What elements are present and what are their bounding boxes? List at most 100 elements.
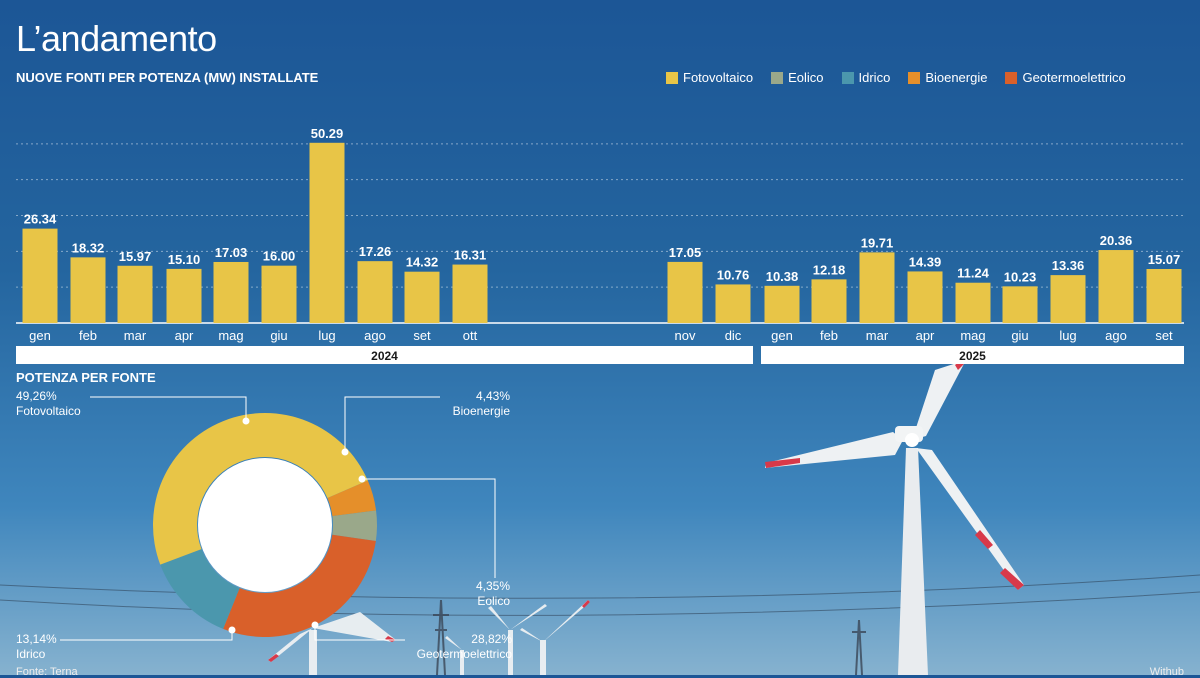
- bar-value-label: 13.36: [1052, 258, 1085, 273]
- pie-label-name: Bioenergie: [452, 404, 510, 418]
- legend-swatch: [666, 71, 678, 84]
- month-tick-label: mag: [960, 328, 985, 343]
- bar-2025-lug: [1050, 275, 1086, 323]
- month-tick-label: mag: [218, 328, 243, 343]
- month-tick-label: set: [413, 328, 431, 343]
- pie-leader-dot: [311, 621, 319, 629]
- month-tick-label: giu: [270, 328, 287, 343]
- pie-slice-eolico: [332, 510, 377, 541]
- legend-item-fotovoltaico: Fotovoltaico: [666, 70, 753, 85]
- bar-value-label: 10.38: [766, 269, 799, 284]
- pie-label-idrico: 13,14% Idrico: [16, 632, 57, 662]
- bar-2024-feb: [70, 257, 106, 323]
- bar-value-label: 16.31: [454, 248, 487, 263]
- bar-2024-set: [404, 271, 440, 323]
- bar-2024-gen: [22, 228, 58, 323]
- chart-subtitle: NUOVE FONTI PER POTENZA (MW) INSTALLATE: [16, 70, 319, 85]
- bar-2024-mag: [213, 261, 249, 323]
- bar-2024-dic: [715, 284, 751, 323]
- pie-slice-idrico: [160, 549, 240, 629]
- month-tick-label: mar: [124, 328, 147, 343]
- month-tick-label: feb: [820, 328, 838, 343]
- year-band: [761, 346, 1184, 364]
- bar-value-label: 26.34: [24, 212, 57, 227]
- pie-label-pct: 4,43%: [475, 389, 510, 403]
- legend-label: Bioenergie: [925, 70, 988, 85]
- pie-label-name: Eolico: [477, 594, 510, 608]
- pie-slice-geotermoelettrico: [223, 534, 376, 638]
- bar-value-label: 14.32: [406, 255, 439, 270]
- source-note: Fonte: Terna: [16, 666, 78, 678]
- bar-value-label: 19.71: [861, 235, 894, 250]
- legend-label: Geotermoelettrico: [1022, 70, 1126, 85]
- pie-label-geotermoelettrico: 28,82% Geotermoelettrico: [400, 632, 512, 662]
- bar-value-label: 20.36: [1100, 233, 1133, 248]
- legend-item-geotermoelettrico: Geotermoelettrico: [1005, 70, 1126, 85]
- bar-value-label: 18.32: [72, 240, 105, 255]
- month-tick-label: set: [1155, 328, 1173, 343]
- month-tick-label: lug: [318, 328, 335, 343]
- legend-swatch: [771, 71, 784, 84]
- bar-chart: 26.34 gen 18.32 feb 15.97 mar 15.10 apr 17.03 mag…: [22, 126, 1184, 364]
- month-tick-label: nov: [675, 328, 696, 343]
- month-tick-label: mar: [866, 328, 889, 343]
- bar-value-label: 15.07: [1148, 252, 1181, 267]
- pie-label-name: Geotermoelettrico: [416, 647, 512, 661]
- bar-value-label: 17.26: [359, 244, 392, 259]
- pie-leader-dot: [341, 448, 349, 456]
- month-tick-label: ago: [1105, 328, 1127, 343]
- bar-2024-mar: [117, 265, 153, 323]
- page-title: L’andamento: [16, 18, 217, 59]
- pie-label-pct: 13,14%: [16, 632, 57, 646]
- bar-value-label: 50.29: [311, 126, 344, 141]
- pie-chart-title: POTENZA PER FONTE: [16, 370, 156, 385]
- year-band-label: 2025: [959, 349, 986, 363]
- bar-2025-giu: [1002, 286, 1038, 323]
- pie-leader-line: [60, 630, 233, 641]
- legend-item-eolico: Eolico: [771, 70, 824, 85]
- bar-2025-feb: [811, 279, 847, 323]
- legend-swatch: [1005, 71, 1018, 84]
- bar-value-label: 15.97: [119, 249, 152, 264]
- pie-slice-bioenergie: [327, 480, 377, 517]
- large-wind-turbine: [765, 355, 1024, 675]
- pie-leader-line: [314, 625, 405, 641]
- month-tick-label: lug: [1059, 328, 1076, 343]
- pie-hole: [198, 458, 332, 592]
- legend-label: Idrico: [858, 70, 891, 85]
- bar-2024-giu: [261, 265, 297, 323]
- legend: Fotovoltaico Eolico Idrico Bioenergie Geoter…: [666, 70, 1126, 85]
- bar-2024-ago: [357, 261, 393, 323]
- bar-2025-mar: [859, 252, 895, 323]
- bar-2024-nov: [667, 261, 703, 323]
- bar-value-label: 11.24: [957, 266, 990, 281]
- legend-swatch: [908, 71, 921, 84]
- bar-2025-gen: [764, 285, 800, 323]
- bar-2024-ott: [452, 264, 488, 323]
- bar-2025-apr: [907, 271, 943, 323]
- bar-2025-ago: [1098, 250, 1134, 323]
- month-tick-label: gen: [771, 328, 793, 343]
- pie-slice-fotovoltaico: [152, 412, 368, 565]
- pie-label-eolico: 4,35% Eolico: [440, 579, 510, 609]
- month-tick-label: ago: [364, 328, 386, 343]
- legend-item-idrico: Idrico: [841, 70, 891, 85]
- pie-label-pct: 49,26%: [16, 389, 57, 403]
- legend-swatch: [841, 71, 854, 84]
- pie-leader-dot: [228, 626, 236, 634]
- bar-value-label: 15.10: [168, 252, 201, 267]
- pie-label-fotovoltaico: 49,26% Fotovoltaico: [16, 389, 81, 419]
- legend-label: Eolico: [788, 70, 824, 85]
- month-tick-label: feb: [79, 328, 97, 343]
- pie-label-pct: 28,82%: [471, 632, 512, 646]
- pie-label-bioenergie: 4,43% Bioenergie: [440, 389, 510, 419]
- month-tick-label: ott: [463, 328, 478, 343]
- bar-value-label: 10.76: [717, 267, 750, 282]
- month-tick-label: apr: [175, 328, 194, 343]
- bar-value-label: 12.18: [813, 262, 846, 277]
- month-tick-label: dic: [725, 328, 742, 343]
- bar-2024-lug: [309, 142, 345, 323]
- legend-label: Fotovoltaico: [683, 70, 754, 85]
